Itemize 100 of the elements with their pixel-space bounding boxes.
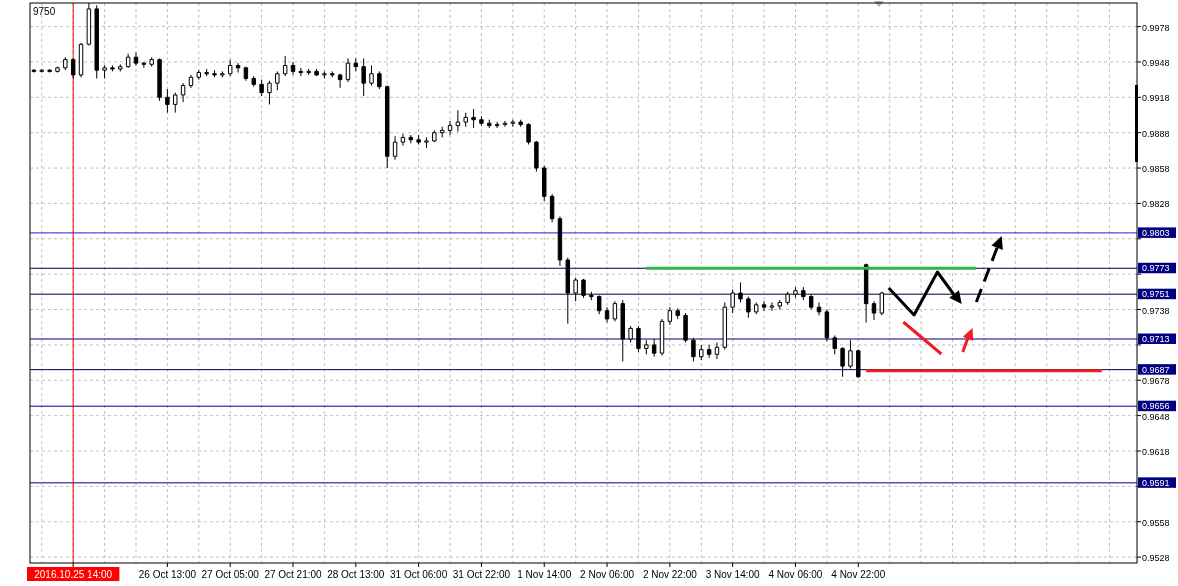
candlestick (793, 286, 798, 299)
candlestick (840, 346, 845, 378)
candlestick (267, 80, 272, 105)
candlestick (714, 342, 720, 360)
candlestick (738, 281, 743, 303)
ref-line-label: 0.9751 (1142, 289, 1170, 300)
y-tick-label: 0.9948 (1142, 58, 1170, 68)
x-tick-label: 2 Nov 22:00 (642, 569, 698, 580)
candlestick (330, 70, 335, 78)
x-tick-label: 4 Nov 22:00 (831, 569, 886, 580)
candlestick (722, 301, 728, 351)
x-tick-label: 3 Nov 14:00 (705, 569, 761, 580)
y-tick-label: 0.9978 (1142, 22, 1170, 33)
candlestick (361, 57, 366, 97)
candlestick (871, 300, 877, 321)
candlestick (235, 62, 241, 74)
candlestick (518, 119, 523, 128)
x-tick-label: 26 Oct 13:00 (138, 569, 197, 580)
candlestick (196, 69, 202, 81)
ref-line-label: 0.9656 (1142, 401, 1170, 412)
candlestick (526, 122, 531, 145)
ref-line-label: 0.9803 (1142, 227, 1170, 238)
candlestick (573, 277, 578, 302)
candlestick (628, 325, 633, 344)
candlestick (510, 119, 516, 128)
candlestick (157, 57, 162, 102)
y-tick-label: 0.9858 (1142, 164, 1170, 175)
candlestick (777, 299, 782, 311)
candlestick (133, 52, 139, 66)
ref-line-label: 0.9773 (1142, 263, 1170, 274)
candlestick (557, 215, 563, 267)
candlestick (447, 120, 453, 136)
candlestick (581, 278, 586, 299)
x-tick-label: 1 Nov 14:00 (517, 569, 572, 580)
candlestick (699, 344, 704, 361)
x-tick-label: 28 Oct 13:00 (327, 569, 385, 580)
candlestick (353, 57, 359, 72)
candlestick (110, 64, 115, 72)
x-tick-label: 27 Oct 05:00 (201, 569, 260, 580)
y-tick-label: 0.9828 (1142, 199, 1170, 210)
candlestick (165, 88, 170, 114)
candlestick (863, 263, 869, 323)
ref-line-label: 0.9713 (1142, 333, 1170, 344)
candlestick (832, 334, 837, 355)
candlestick (651, 338, 657, 358)
candlestick (848, 339, 853, 369)
candlestick (534, 140, 539, 173)
candlestick (455, 109, 461, 133)
candlestick (785, 291, 790, 306)
candlestick (298, 67, 304, 77)
candlestick (683, 312, 688, 344)
candlestick (761, 300, 767, 312)
candlestick (259, 79, 264, 97)
candlestick (424, 136, 429, 149)
candlestick (801, 286, 806, 301)
candlestick (392, 135, 398, 161)
candlestick (644, 339, 649, 355)
candlestick (808, 293, 814, 311)
candlestick (290, 61, 296, 76)
candlestick (180, 82, 186, 103)
candlestick (604, 306, 610, 323)
y-tick-label: 0.9918 (1142, 93, 1170, 104)
candlestick (47, 68, 52, 74)
candlestick (243, 66, 249, 82)
candlestick (432, 129, 437, 143)
candlestick (369, 64, 374, 87)
candlestick (675, 307, 680, 320)
x-tick-label: 31 Oct 06:00 (389, 569, 448, 580)
y-tick-label: 0.9648 (1142, 411, 1170, 422)
candlestick (337, 73, 343, 89)
candlestick (824, 309, 830, 342)
candlestick (565, 257, 571, 325)
candlestick (102, 64, 107, 79)
candlestick (549, 193, 555, 223)
candlestick (479, 115, 484, 127)
candlestick (596, 294, 602, 315)
candlestick (322, 70, 327, 79)
candlestick (769, 301, 775, 312)
candlestick (314, 68, 319, 77)
ref-line-label: 0.9687 (1142, 364, 1170, 375)
candlestick (385, 85, 390, 169)
candlestick (63, 56, 68, 71)
candlestick (746, 296, 751, 319)
candlestick (70, 57, 76, 79)
candlestick (39, 68, 44, 74)
candlestick (667, 306, 673, 326)
candlestick (408, 134, 413, 144)
y-tick-label: 0.9618 (1142, 447, 1170, 458)
candlestick (856, 349, 861, 379)
candlestick (542, 165, 547, 202)
candlestick (141, 61, 147, 69)
candlestick (204, 68, 209, 77)
candlestick (636, 325, 641, 353)
candlestick (471, 108, 476, 129)
candlestick (55, 66, 60, 74)
candlestick (620, 299, 625, 362)
candlestick (691, 337, 696, 362)
candlestick (118, 63, 123, 72)
candlestick (173, 92, 178, 114)
candlestick (306, 68, 311, 76)
